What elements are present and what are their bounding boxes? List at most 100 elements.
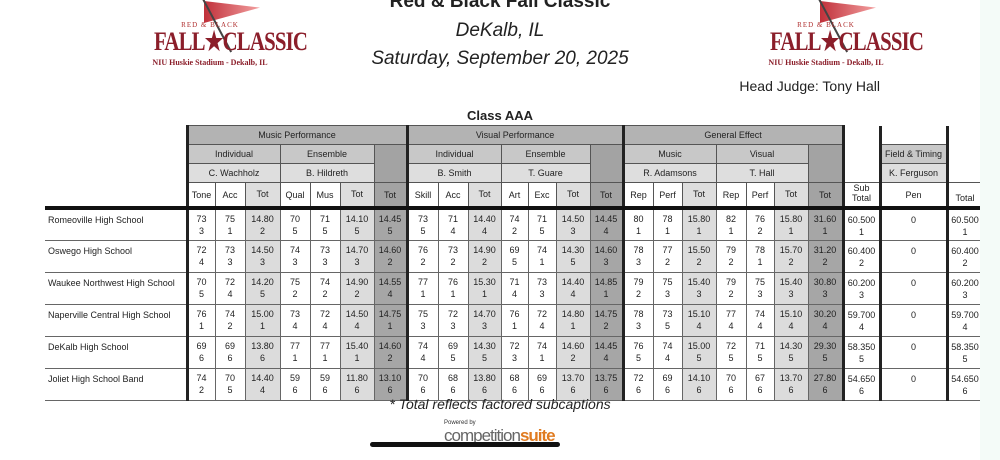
score-cell: 13.80 6 xyxy=(244,335,281,369)
score-cell: 14.45 5 xyxy=(373,207,408,241)
score-value: 70 xyxy=(196,277,207,287)
score-cell: 78 1 xyxy=(745,239,775,273)
rank-value: 6 xyxy=(387,385,393,395)
score-value: 11.80 xyxy=(346,373,368,383)
score-value: 30.80 xyxy=(813,277,837,287)
score-value: 75 xyxy=(755,277,766,287)
score-cell: 74 4 xyxy=(405,335,439,369)
score-cell: 0 xyxy=(878,239,949,273)
judge-vp-ensemble: T. Guare xyxy=(500,163,591,183)
column-header-perf: Perf xyxy=(652,182,683,210)
rank-value: 4 xyxy=(482,225,488,236)
score-cell: 14.50 3 xyxy=(555,207,591,241)
rank-value: 4 xyxy=(198,257,204,267)
rank-value: 2 xyxy=(962,257,968,268)
score-cell: 79 2 xyxy=(621,271,654,305)
rank-value: 2 xyxy=(757,225,763,236)
score-value: 72 xyxy=(224,277,235,287)
score-cell: 74 2 xyxy=(500,207,529,241)
subcaption-vp-ensemble: Ensemble xyxy=(500,144,591,164)
rank-value: 1 xyxy=(259,321,265,331)
column-header-tot: Tot xyxy=(807,182,844,210)
judge-ge-music: R. Adamsons xyxy=(621,163,717,183)
score-cell: 14.45 4 xyxy=(589,335,624,369)
score-cell: 0 xyxy=(878,207,949,241)
score-value: 14.50 xyxy=(251,245,274,255)
column-header-rep: Rep xyxy=(621,182,654,210)
rank-value: 2 xyxy=(636,289,642,299)
rank-value: 2 xyxy=(482,257,488,267)
score-value: 67 xyxy=(755,373,766,383)
score-value: 13.80 xyxy=(473,373,496,383)
rank-value: 1 xyxy=(482,289,488,299)
score-value: 72 xyxy=(448,309,459,319)
column-header-tot: Tot xyxy=(373,182,408,210)
score-cell: 14.60 3 xyxy=(589,239,624,273)
score-cell: 70 5 xyxy=(279,207,311,241)
rank-value: 6 xyxy=(665,385,671,395)
rank-value: 1 xyxy=(198,321,204,331)
score-cell: 14.40 4 xyxy=(467,207,502,241)
logo-top-text: RED & BLACK xyxy=(797,21,855,29)
score-cell: 14.55 4 xyxy=(373,271,408,305)
rank-value: 6 xyxy=(570,385,576,395)
rank-value: 5 xyxy=(450,353,456,363)
rank-value: 6 xyxy=(450,385,456,395)
rank-value: 2 xyxy=(227,321,233,331)
score-cell: 71 4 xyxy=(500,271,529,305)
score-cell: 60.500 1 xyxy=(945,207,983,241)
rank-value: 5 xyxy=(482,353,488,363)
score-cell: 11.80 6 xyxy=(339,367,375,401)
score-cell: 70 6 xyxy=(715,367,747,401)
score-value: 69 xyxy=(537,373,548,383)
score-value: 75 xyxy=(662,277,673,287)
score-value: 0 xyxy=(911,373,917,384)
rank-value: 4 xyxy=(603,225,609,236)
score-value: 14.30 xyxy=(779,341,803,351)
rank-value: 4 xyxy=(420,353,426,363)
scores-table: Music Performance Visual Performance Gen… xyxy=(45,125,983,401)
rank-value: 3 xyxy=(962,289,968,300)
column-header-acc: Acc xyxy=(214,182,246,210)
score-value: 0 xyxy=(911,245,917,256)
score-cell: 13.70 6 xyxy=(555,367,591,401)
judge-vp-individual: B. Smith xyxy=(405,163,502,183)
home-indicator[interactable] xyxy=(370,442,560,447)
rank-value: 3 xyxy=(354,257,360,267)
rank-value: 2 xyxy=(603,321,609,331)
score-cell: 72 4 xyxy=(214,271,246,305)
score-value: 14.55 xyxy=(378,277,402,287)
score-cell: 80 1 xyxy=(621,207,654,241)
score-value: 74 xyxy=(418,341,429,351)
score-value: 72 xyxy=(726,341,737,351)
rank-value: 4 xyxy=(665,353,671,363)
score-value: 0 xyxy=(911,215,917,225)
score-cell: 76 1 xyxy=(500,303,529,337)
table-row: Naperville Central High School 76 1 74 2 15.0… xyxy=(45,303,983,337)
score-value: 15.40 xyxy=(779,277,803,287)
score-value: 15.10 xyxy=(779,309,803,319)
score-value: 76 xyxy=(633,341,644,351)
score-value: 75 xyxy=(418,309,429,319)
score-value: 71 xyxy=(319,213,330,224)
rank-value: 6 xyxy=(322,385,328,395)
score-value: 14.50 xyxy=(345,309,369,319)
rank-value: 4 xyxy=(259,385,265,395)
score-cell: 74 3 xyxy=(279,239,311,273)
score-cell: 27.80 6 xyxy=(807,367,844,401)
score-cell: 14.50 4 xyxy=(339,303,375,337)
rank-value: 3 xyxy=(482,321,488,331)
score-cell: 82 1 xyxy=(715,207,747,241)
rank-value: 6 xyxy=(603,385,609,395)
event-date: Saturday, September 20, 2025 xyxy=(371,48,629,69)
rank-value: 2 xyxy=(322,289,328,299)
score-value: 72 xyxy=(633,373,644,383)
rank-value: 5 xyxy=(962,353,968,364)
score-cell: 14.80 1 xyxy=(555,303,591,337)
score-cell: 15.40 1 xyxy=(339,335,375,369)
score-cell: 54.650 6 xyxy=(841,367,881,401)
score-value: 72 xyxy=(537,309,548,319)
rank-value: 5 xyxy=(227,385,233,395)
score-cell: 0 xyxy=(878,335,949,369)
competitionsuite-logo: competitionsuite xyxy=(444,426,556,446)
